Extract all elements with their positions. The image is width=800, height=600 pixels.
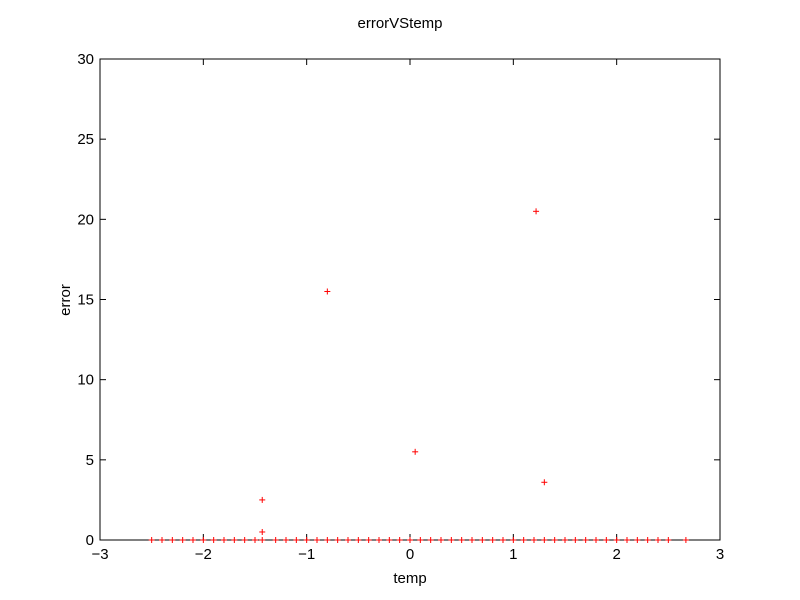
- data-point: [259, 537, 266, 543]
- data-point: [541, 537, 548, 543]
- x-tick-label: −2: [195, 546, 212, 563]
- data-point: [148, 537, 155, 543]
- y-axis-label: error: [57, 284, 74, 316]
- data-point: [159, 537, 165, 543]
- y-tick-label: 25: [77, 131, 94, 148]
- data-point: [259, 496, 266, 503]
- data-point: [458, 537, 465, 543]
- data-point: [324, 288, 331, 295]
- data-point: [582, 537, 589, 543]
- data-point: [283, 537, 289, 543]
- plot-area: [99, 58, 721, 541]
- y-tick-label: 30: [77, 51, 94, 68]
- x-tick-label: 2: [612, 546, 620, 563]
- data-point: [259, 528, 266, 535]
- data-point: [396, 537, 403, 543]
- x-tick-label: −1: [298, 546, 315, 563]
- data-point: [593, 537, 599, 543]
- data-point: [376, 537, 382, 543]
- data-point: [634, 537, 641, 543]
- data-point: [665, 537, 672, 543]
- data-point: [572, 537, 579, 543]
- data-point: [210, 537, 217, 543]
- y-tick-label: 0: [86, 532, 94, 549]
- data-point: [221, 537, 227, 543]
- data-point: [241, 537, 248, 543]
- data-point: [489, 537, 496, 543]
- data-point: [427, 537, 434, 543]
- x-axis-label: temp: [393, 570, 426, 587]
- data-point: [272, 537, 279, 543]
- data-point: [169, 537, 176, 543]
- data-point: [500, 537, 506, 543]
- data-point: [624, 537, 630, 543]
- chart-title: errorVStemp: [357, 15, 442, 32]
- data-point: [448, 537, 455, 543]
- data-point: [682, 537, 689, 543]
- data-point: [520, 537, 527, 543]
- x-tick-label: 1: [509, 546, 517, 563]
- data-point: [562, 537, 568, 543]
- data-point: [190, 537, 196, 543]
- data-point: [324, 537, 331, 543]
- axis-ticks: [99, 58, 721, 541]
- data-point: [644, 537, 651, 543]
- data-point: [293, 537, 300, 543]
- data-point: [655, 537, 661, 543]
- data-point: [200, 537, 207, 543]
- data-point: [479, 537, 486, 543]
- data-point: [417, 537, 424, 543]
- x-tick-label: 3: [716, 546, 724, 563]
- y-tick-label: 5: [86, 452, 94, 469]
- data-point: [314, 537, 320, 543]
- data-point: [386, 537, 393, 543]
- data-point: [334, 537, 341, 543]
- x-tick-label: −3: [91, 546, 108, 563]
- data-point: [603, 537, 610, 543]
- data-point: [541, 479, 548, 486]
- data-point: [231, 537, 238, 543]
- x-tick-labels: −3 −2 −1 0 1 2 3: [91, 546, 724, 563]
- x-tick-label: 0: [406, 546, 414, 563]
- data-point: [531, 537, 537, 543]
- data-point: [407, 537, 413, 543]
- data-point: [551, 537, 558, 543]
- data-point: [510, 537, 517, 543]
- data-point: [179, 537, 186, 543]
- y-tick-label: 20: [77, 211, 94, 228]
- data-point: [438, 537, 444, 543]
- data-point: [303, 537, 310, 543]
- data-point: [613, 537, 620, 543]
- data-point: [365, 537, 372, 543]
- y-tick-label: 15: [77, 292, 94, 309]
- data-point: [355, 537, 362, 543]
- y-tick-labels: 0 5 10 15 20 25 30: [77, 51, 94, 549]
- data-point: [252, 537, 258, 543]
- data-points: [148, 208, 689, 543]
- data-point: [469, 537, 475, 543]
- data-point: [412, 448, 419, 455]
- data-point: [345, 537, 351, 543]
- data-point: [533, 208, 540, 215]
- y-tick-label: 10: [77, 372, 94, 389]
